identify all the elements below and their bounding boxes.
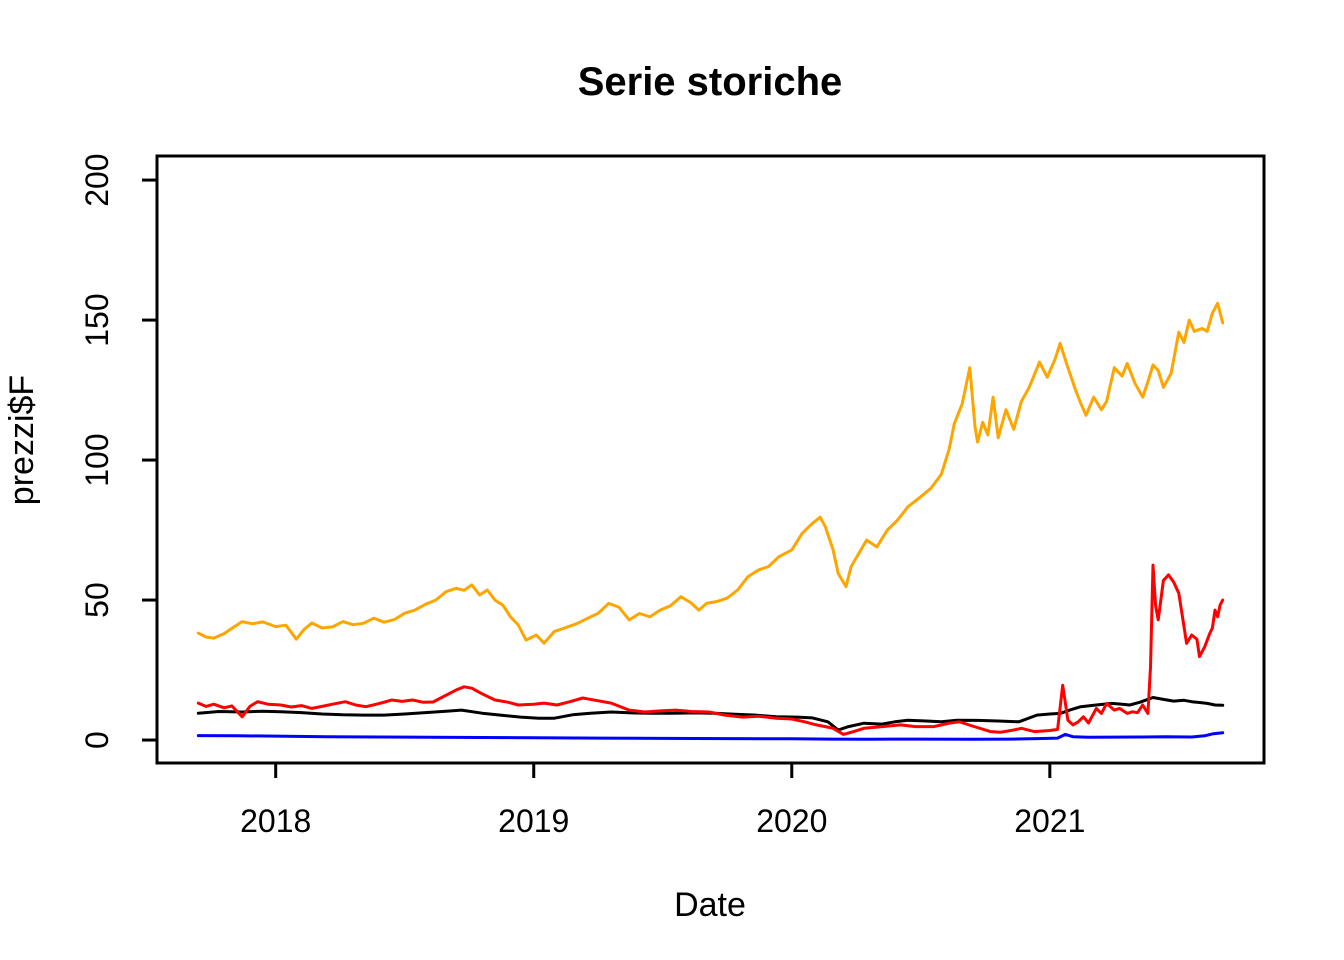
x-tick-label: 2020 — [756, 803, 827, 839]
series-line-red — [196, 563, 1225, 736]
chart-title: Serie storiche — [578, 60, 843, 104]
x-tick-label: 2018 — [240, 803, 311, 839]
y-tick-label: 0 — [79, 731, 115, 749]
series-line-black — [196, 696, 1225, 732]
y-tick-label: 200 — [79, 153, 115, 206]
x-tick-label: 2021 — [1014, 803, 1085, 839]
x-tick-label: 2019 — [498, 803, 569, 839]
plot-box — [155, 154, 1266, 765]
series-line-orange — [196, 301, 1225, 645]
x-axis-label: Date — [674, 886, 746, 924]
y-tick-label: 50 — [79, 582, 115, 618]
y-axis-label: prezzi$F — [3, 375, 41, 505]
plot-content: 0 50 100 150 200 2018 2019 2020 2021 — [79, 153, 1266, 839]
y-tick-label: 100 — [79, 433, 115, 486]
y-tick-label: 150 — [79, 293, 115, 346]
series-line-blue — [196, 731, 1225, 741]
